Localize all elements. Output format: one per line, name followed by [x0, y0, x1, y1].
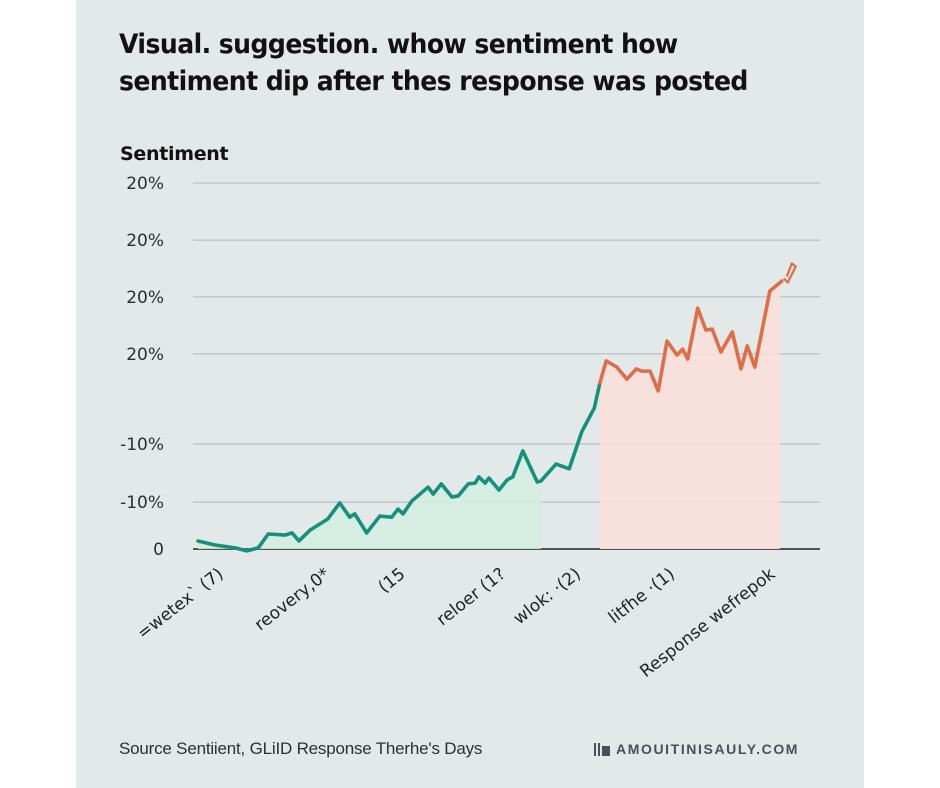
x-tick-labels: =wetex` (7) reovery,0* (15 reloer (1? wlok: …: [134, 564, 780, 682]
y-tick-label: -10%: [120, 435, 164, 455]
x-tick-label: (15: [375, 564, 410, 597]
y-tick-label: -10%: [120, 493, 164, 513]
y-tick-label: 20%: [126, 231, 164, 251]
x-tick-label: litfhe ·(1): [605, 564, 679, 628]
series-lines: [196, 279, 784, 553]
end-marker-glyph: [783, 262, 797, 284]
post-response-area: [599, 281, 782, 549]
chart-title: Visual. suggestion. whow sentiment how s…: [119, 29, 748, 97]
x-tick-label: wlok: ·(2): [510, 564, 585, 629]
post-response-line: [598, 279, 784, 393]
y-axis-label: Sentiment: [120, 143, 229, 165]
x-tick-label: =wetex` (7): [134, 564, 228, 643]
y-tick-label: 20%: [126, 345, 164, 365]
brand-logo-icon: [594, 742, 610, 756]
brand-credit: AMOUITINISAULY.COM: [594, 741, 799, 757]
brand-text: AMOUITINISAULY.COM: [616, 741, 800, 757]
x-tick-label: reloer (1?: [433, 564, 510, 630]
pre-response-area: [198, 450, 541, 551]
y-tick-label: 20%: [126, 288, 164, 308]
x-tick-label: reovery,0*: [251, 564, 334, 635]
source-note: Source Sentiient, GLiID Response Therhe'…: [119, 739, 483, 758]
y-tick-label: 0: [153, 540, 164, 560]
area-fills: [198, 281, 782, 551]
y-tick-labels: 20% 20% 20% 20% -10% -10% 0: [120, 174, 164, 560]
y-tick-label: 20%: [126, 174, 164, 194]
end-marker: [783, 262, 797, 284]
